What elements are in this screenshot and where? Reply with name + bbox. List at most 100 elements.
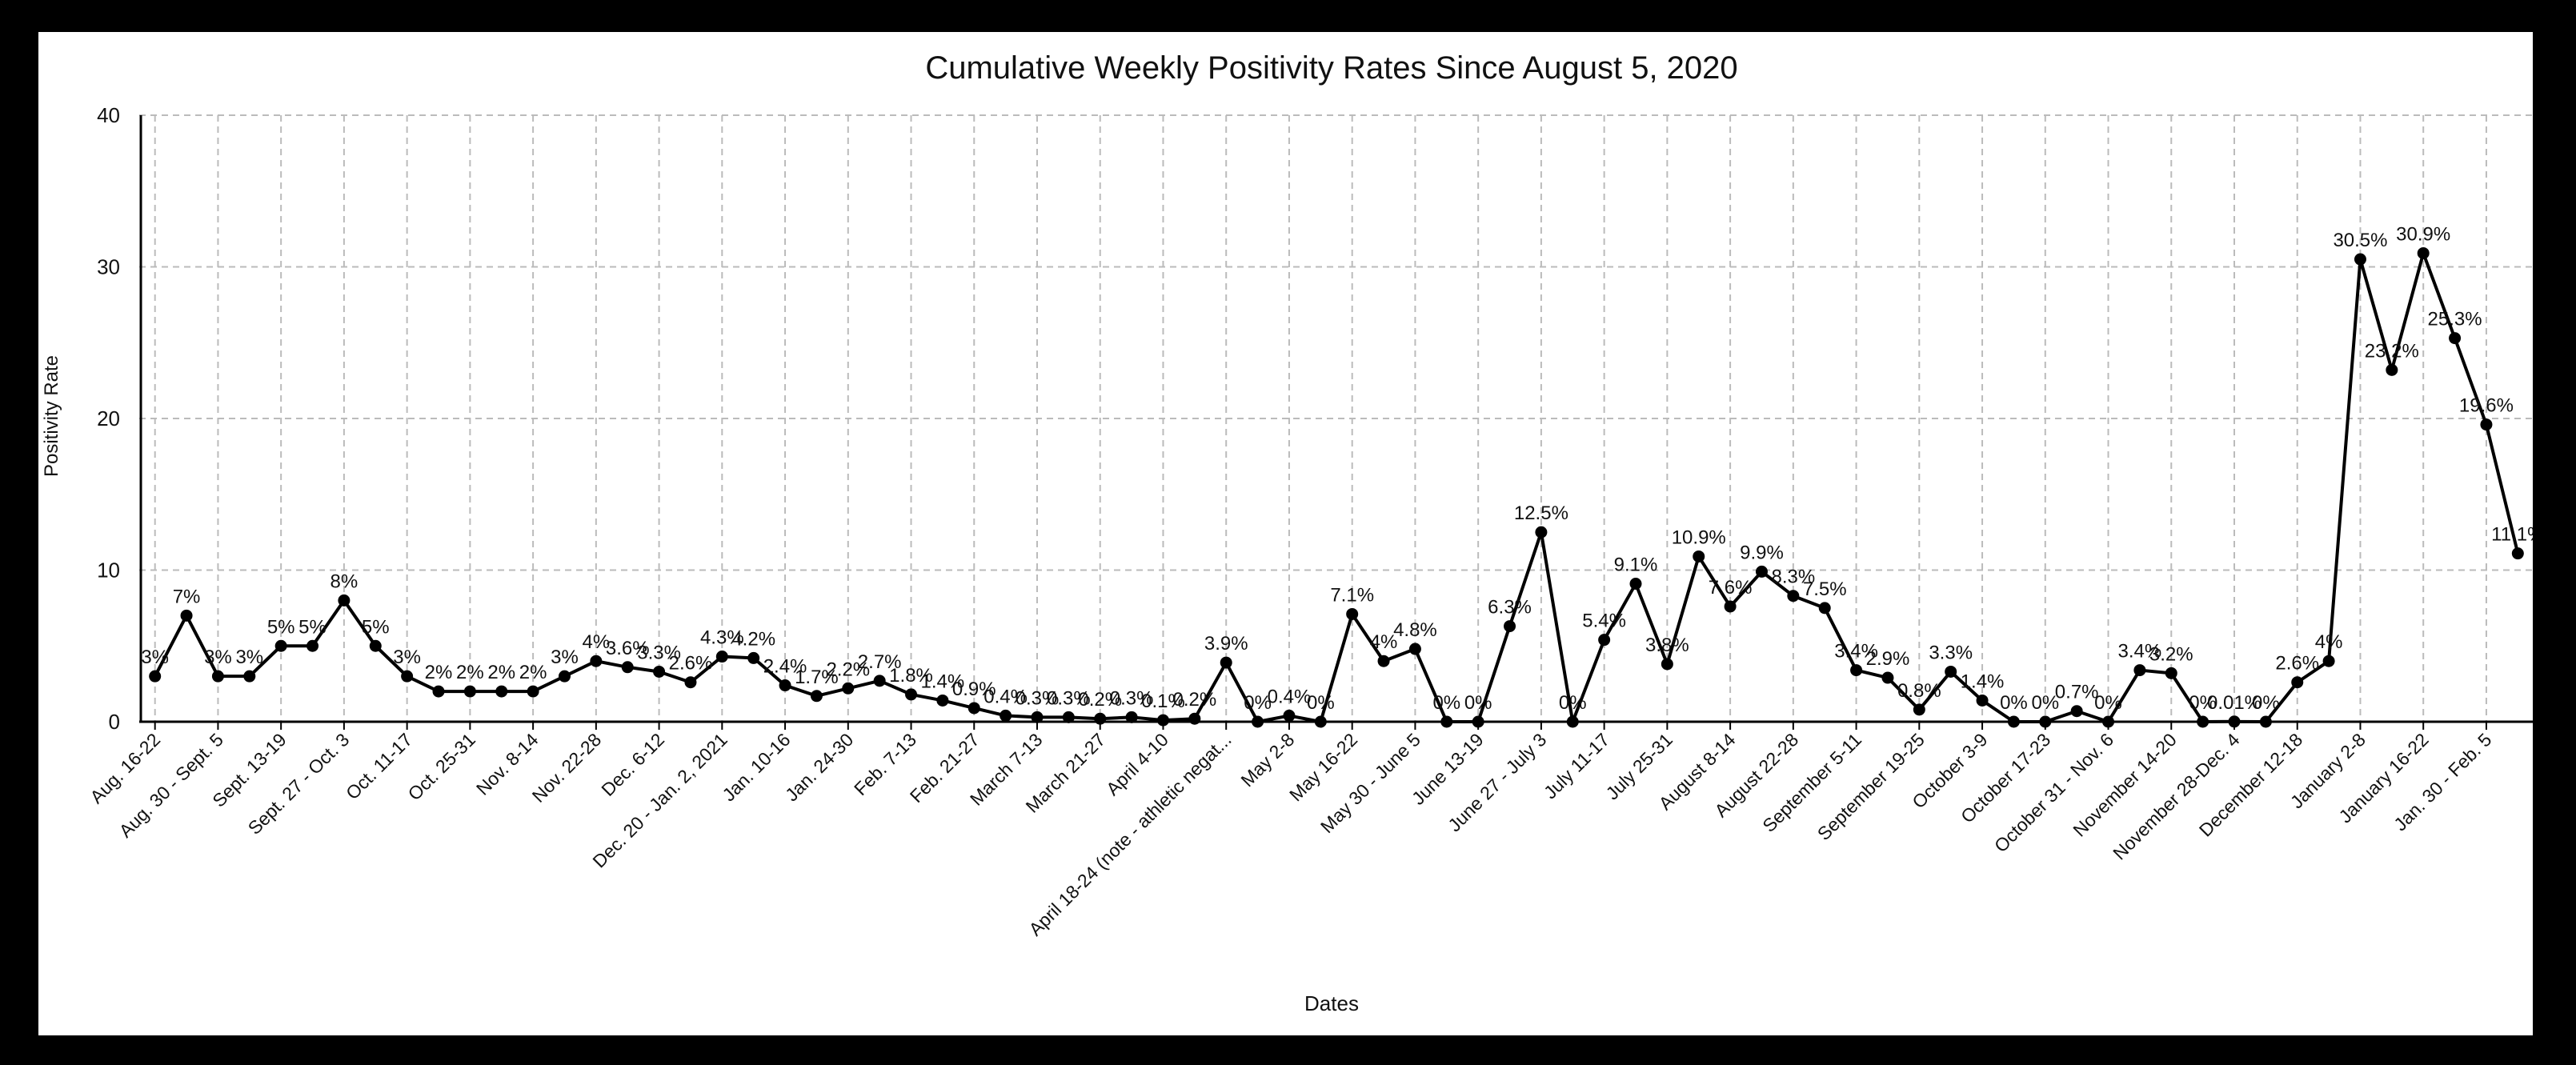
data-label: 23.2%: [2365, 340, 2419, 362]
data-label: 4.3%: [700, 627, 744, 649]
data-label: 2.7%: [858, 651, 902, 673]
data-point: [842, 682, 855, 695]
x-tick-label: May 2-8: [1236, 729, 1298, 791]
data-point: [369, 639, 382, 652]
x-tick-label: July 11-17: [1540, 729, 1613, 803]
data-label: 3%: [141, 647, 169, 668]
data-label: 0.2%: [1078, 689, 1122, 711]
data-label: 3.2%: [2149, 643, 2193, 665]
data-point: [2449, 332, 2462, 345]
data-point: [968, 702, 980, 715]
data-label: 3.4%: [1834, 641, 1878, 663]
data-point: [1062, 711, 1075, 723]
data-label: 0%: [1559, 692, 1587, 714]
data-point: [1661, 658, 1673, 671]
data-label: 0%: [2031, 692, 2059, 714]
data-label: 25.3%: [2428, 309, 2482, 330]
data-point: [2070, 705, 2083, 718]
data-label: 2.6%: [669, 653, 713, 675]
data-label: 19.6%: [2459, 395, 2514, 417]
data-point: [1125, 711, 1138, 723]
data-point: [621, 661, 634, 674]
data-point: [1440, 715, 1453, 728]
data-label: 0.8%: [1897, 680, 1941, 702]
data-point: [2228, 715, 2241, 728]
data-label: 4%: [1370, 631, 1398, 653]
data-point: [432, 685, 445, 698]
data-point: [2133, 664, 2146, 677]
data-label: 5%: [298, 616, 327, 638]
data-point: [1787, 590, 1800, 603]
data-label: 0.4%: [1268, 686, 1312, 707]
data-label: 2%: [487, 662, 515, 683]
data-label: 0%: [1307, 692, 1335, 714]
data-point: [1535, 526, 1548, 539]
y-tick-label: 20: [97, 406, 120, 430]
data-point: [1724, 600, 1737, 613]
data-label: 4%: [2315, 631, 2343, 653]
data-point: [180, 609, 193, 622]
data-point: [1283, 709, 1296, 722]
data-point: [1472, 715, 1484, 728]
data-label: 0.3%: [1047, 687, 1091, 709]
data-label: 3.9%: [1204, 633, 1248, 655]
data-label: 4.2%: [731, 628, 775, 650]
data-label: 0.01%: [2207, 692, 2262, 714]
data-point: [1188, 712, 1201, 725]
data-point: [1252, 715, 1264, 728]
data-label: 5%: [362, 616, 390, 638]
data-point: [2511, 547, 2524, 560]
data-label: 3.3%: [637, 642, 681, 663]
data-label: 12.5%: [1514, 502, 1568, 524]
y-tick-label: 10: [97, 559, 120, 583]
chart-title: Cumulative Weekly Positivity Rates Since…: [925, 50, 1737, 86]
data-point: [810, 690, 823, 703]
data-point: [2480, 418, 2493, 431]
data-point: [1314, 715, 1327, 728]
data-point: [2007, 715, 2020, 728]
data-point: [558, 670, 571, 683]
data-label: 4%: [582, 631, 610, 653]
data-point: [1850, 664, 1863, 677]
data-labels: 3%7%3% 3%5% 5%8%5%3%2% 2% 2% 2%3%4%3.6%3.3%2.…: [141, 223, 2533, 714]
grid-lines: [139, 114, 2533, 722]
data-label: 7.1%: [1330, 584, 1374, 606]
data-point: [463, 685, 476, 698]
data-point: [2417, 246, 2430, 259]
data-point: [653, 665, 666, 678]
data-point: [1598, 634, 1611, 647]
data-point: [747, 651, 760, 664]
data-label: 3%: [235, 647, 263, 668]
x-tick-label: October 31 - Nov. 6: [1990, 729, 2117, 856]
data-point: [1629, 578, 1642, 591]
x-tick-label: Oct. 11-17: [342, 729, 416, 803]
data-label: 6.3%: [1488, 597, 1532, 619]
data-point: [2165, 667, 2177, 679]
data-point: [1818, 602, 1831, 615]
data-point: [149, 670, 162, 683]
data-label: 1.7%: [795, 667, 839, 688]
data-label: 2%: [425, 662, 453, 683]
data-point: [306, 639, 319, 652]
series-polyline: [153, 251, 2520, 723]
data-label: 0.1%: [1141, 691, 1185, 712]
data-label: 0.4%: [984, 686, 1028, 707]
data-label: 0.9%: [952, 679, 996, 700]
data-label: 30.5%: [2333, 230, 2387, 251]
data-label: 2%: [519, 662, 547, 683]
data-point: [1377, 655, 1390, 667]
data-point: [1094, 712, 1107, 725]
data-point: [1881, 671, 1894, 684]
data-point: [527, 685, 539, 698]
x-tick-label: September 19-25: [1813, 729, 1929, 844]
data-label: 3%: [393, 647, 421, 668]
data-point: [2291, 676, 2304, 689]
data-label: 7.5%: [1803, 579, 1847, 600]
y-tick-label: 40: [97, 103, 120, 127]
data-point: [338, 594, 351, 607]
data-label: 0%: [1464, 692, 1492, 714]
data-label: 3%: [204, 647, 232, 668]
data-label: 11.1%: [2491, 524, 2533, 546]
